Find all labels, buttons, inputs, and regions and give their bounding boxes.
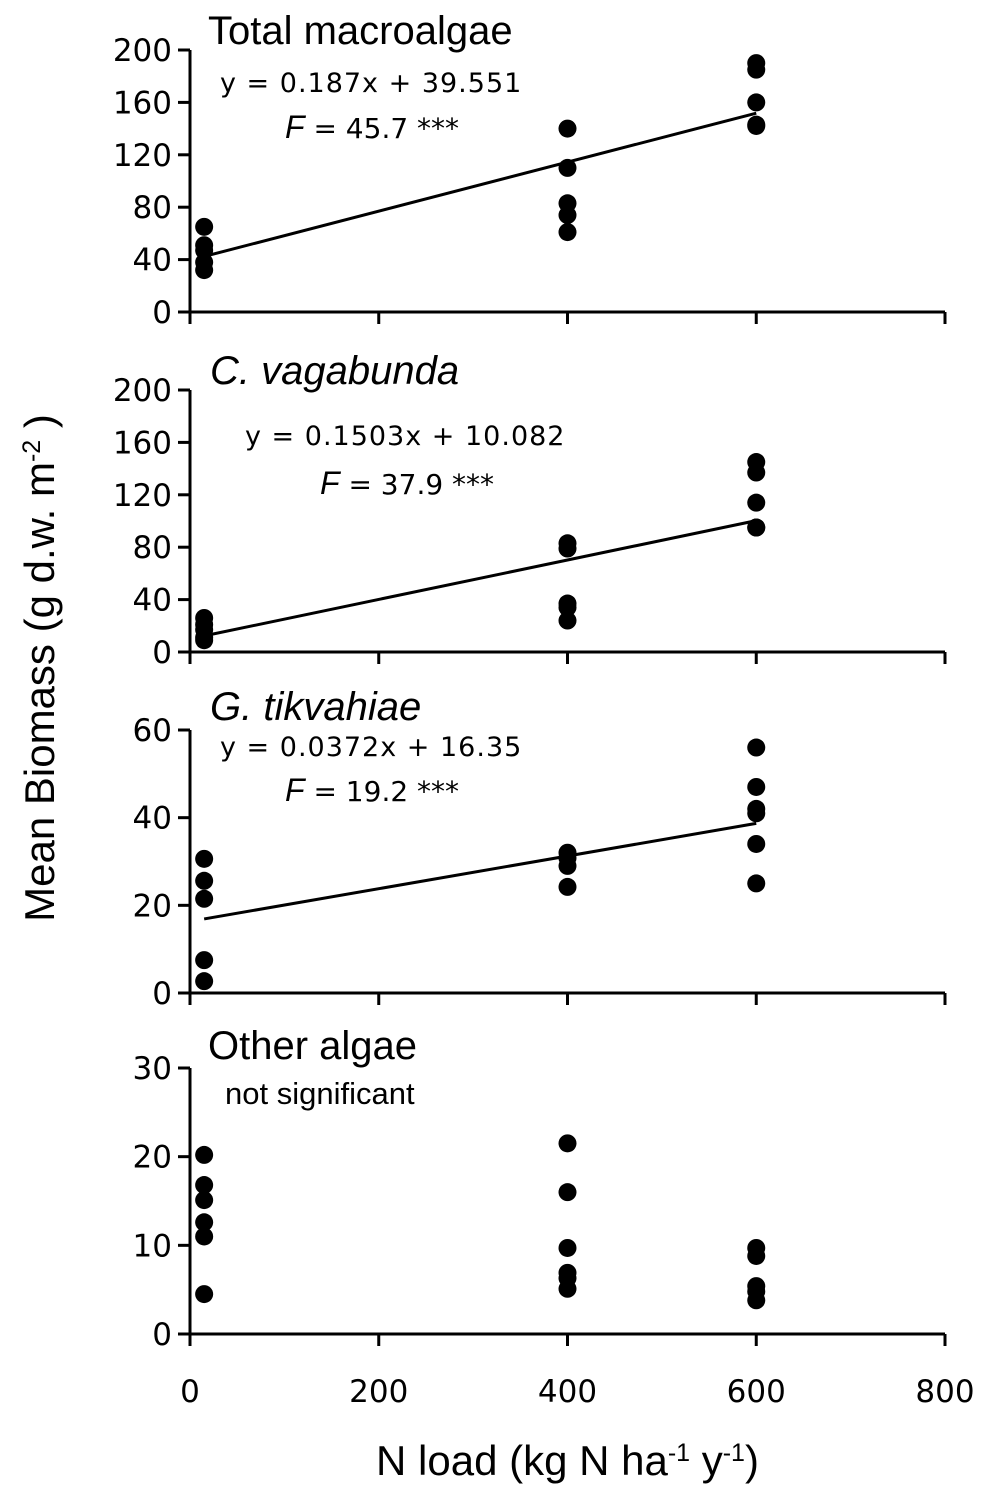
point	[558, 1238, 577, 1257]
point	[558, 611, 577, 630]
point	[195, 1145, 214, 1164]
y-tick-label: 60	[133, 713, 172, 749]
y-tick-label: 0	[152, 976, 172, 1012]
y-tick-label: 40	[133, 243, 172, 279]
y-tick-label: 0	[152, 635, 172, 671]
y-tick-label: 200	[113, 33, 172, 69]
label-part: N load (kg N ha	[376, 1437, 668, 1484]
point	[195, 889, 214, 908]
x-axis-label: N load (kg N ha-1 y-1)	[376, 1437, 759, 1484]
x-tick-label: 600	[727, 1374, 786, 1410]
point	[558, 539, 577, 558]
stat-annotation: F = 45.7 ***	[285, 109, 459, 145]
point	[195, 1285, 214, 1304]
annotation: y = 0.1503x + 10.082	[245, 421, 565, 452]
y-tick-label: 200	[113, 373, 172, 409]
y-tick-label: 20	[133, 1140, 172, 1176]
y-tick-label: 80	[133, 530, 172, 566]
x-tick-label: 800	[915, 1374, 974, 1410]
annotation-part: = 45.7 ***	[305, 112, 460, 145]
point	[558, 223, 577, 242]
point	[747, 116, 766, 135]
y-axis-label: Mean Biomass (g d.w. m-2 )	[16, 414, 63, 922]
point	[558, 877, 577, 896]
y-tick-label: 0	[152, 1317, 172, 1353]
y-tick-label: 10	[133, 1228, 172, 1264]
point	[558, 856, 577, 875]
point	[747, 60, 766, 79]
point	[747, 463, 766, 482]
label-part: )	[16, 414, 63, 440]
point	[747, 93, 766, 112]
label-part: y	[690, 1437, 723, 1484]
panel-title: Total macroalgae	[208, 9, 513, 53]
y-tick-label: 40	[133, 583, 172, 619]
annotation-part: = 37.9 ***	[340, 468, 495, 501]
stat-annotation: F = 19.2 ***	[285, 772, 459, 808]
x-tick-label: 200	[349, 1374, 408, 1410]
y-tick-label: 20	[133, 888, 172, 924]
annotation-part: F	[285, 772, 307, 808]
point	[747, 738, 766, 757]
point	[747, 874, 766, 893]
y-tick-label: 80	[133, 190, 172, 226]
point	[195, 261, 214, 280]
point	[558, 119, 577, 138]
superscript: -2	[18, 440, 46, 462]
point	[747, 1291, 766, 1310]
point	[747, 834, 766, 853]
annotation: y = 0.187x + 39.551	[220, 68, 522, 99]
point	[195, 1191, 214, 1210]
panel-title: G. tikvahiae	[210, 685, 421, 729]
x-tick-label: 0	[180, 1374, 200, 1410]
point	[195, 849, 214, 868]
annotation: not significant	[225, 1076, 415, 1111]
y-tick-label: 40	[133, 801, 172, 837]
panel-title: C. vagabunda	[210, 349, 459, 393]
stat-annotation: F = 37.9 ***	[320, 465, 494, 501]
point	[558, 1134, 577, 1153]
point	[195, 217, 214, 236]
superscript: -1	[723, 1439, 745, 1467]
annotation-part: F	[285, 109, 307, 145]
point	[195, 1227, 214, 1246]
y-tick-label: 30	[133, 1051, 172, 1087]
point	[195, 951, 214, 970]
point	[558, 1183, 577, 1202]
y-tick-label: 120	[113, 138, 172, 174]
superscript: -1	[668, 1439, 690, 1467]
y-tick-label: 160	[113, 425, 172, 461]
fit-line	[203, 111, 757, 258]
x-tick-label: 400	[538, 1374, 597, 1410]
point	[747, 804, 766, 823]
point	[558, 598, 577, 617]
panel-title: Other algae	[208, 1024, 417, 1068]
annotation-part: = 19.2 ***	[305, 775, 460, 808]
point	[195, 1176, 214, 1195]
point	[195, 972, 214, 991]
fit-line	[203, 821, 757, 921]
annotation-part: F	[320, 465, 342, 501]
annotation: y = 0.0372x + 16.35	[220, 732, 522, 763]
y-tick-label: 160	[113, 85, 172, 121]
label-part: Mean Biomass (g d.w. m	[16, 462, 63, 922]
point	[747, 1246, 766, 1265]
fit-line	[203, 519, 757, 638]
point	[558, 206, 577, 225]
point	[747, 777, 766, 796]
y-tick-label: 120	[113, 478, 172, 514]
y-tick-label: 0	[152, 295, 172, 331]
point	[558, 1279, 577, 1298]
point	[747, 493, 766, 512]
point	[195, 1213, 214, 1232]
label-part: )	[745, 1437, 759, 1484]
point	[195, 871, 214, 890]
